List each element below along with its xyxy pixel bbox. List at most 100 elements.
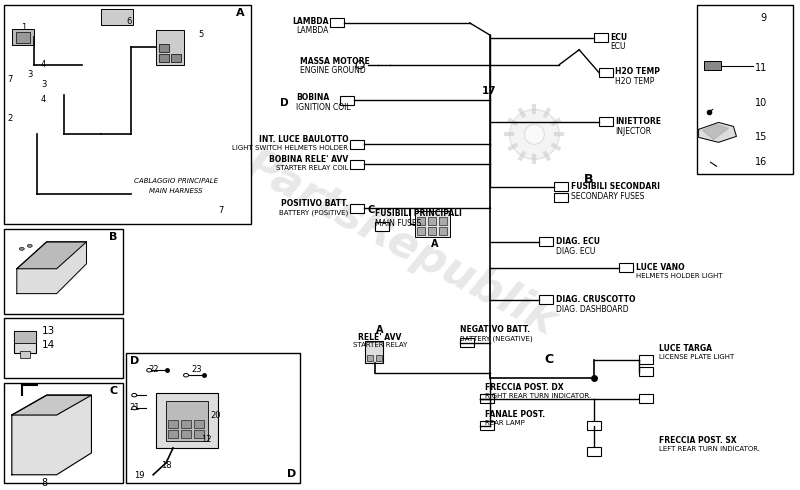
Bar: [599, 118, 613, 126]
Text: IGNITION COIL: IGNITION COIL: [297, 102, 351, 112]
Text: FUSIBILI SECONDARI: FUSIBILI SECONDARI: [571, 182, 660, 191]
Text: 3: 3: [27, 70, 33, 79]
Text: D: D: [287, 469, 297, 479]
Bar: [171, 54, 181, 62]
Bar: [194, 420, 204, 428]
Bar: [639, 355, 653, 364]
Polygon shape: [12, 395, 91, 475]
Text: LAMBDA: LAMBDA: [296, 26, 328, 35]
Text: SECONDARY FUSES: SECONDARY FUSES: [571, 192, 645, 201]
Bar: [428, 227, 436, 235]
Bar: [460, 339, 474, 347]
Bar: [4, 5, 250, 224]
Bar: [156, 30, 184, 65]
Text: CABLAGGIO PRINCIPALE: CABLAGGIO PRINCIPALE: [134, 178, 218, 184]
Bar: [4, 229, 123, 314]
Bar: [156, 393, 218, 448]
Text: INIETTORE: INIETTORE: [615, 118, 661, 126]
Text: MAIN HARNESS: MAIN HARNESS: [150, 188, 203, 194]
Text: 4: 4: [41, 95, 46, 103]
Text: H2O TEMP: H2O TEMP: [615, 67, 660, 75]
Text: ECU: ECU: [610, 33, 627, 42]
Text: STARTER RELAY: STARTER RELAY: [353, 343, 407, 348]
Text: C: C: [110, 386, 118, 396]
Text: 8: 8: [42, 478, 48, 488]
Text: FRECCIA POST. SX: FRECCIA POST. SX: [658, 436, 737, 445]
Bar: [554, 193, 568, 202]
Text: NEGATIVO BATT.: NEGATIVO BATT.: [460, 325, 530, 335]
Text: 22: 22: [148, 365, 158, 374]
Text: 18: 18: [161, 461, 171, 470]
Text: MASSA MOTORE: MASSA MOTORE: [301, 57, 370, 66]
Text: 1: 1: [21, 23, 26, 32]
Bar: [168, 430, 178, 438]
Text: ENGINE GROUND: ENGINE GROUND: [301, 66, 366, 74]
Text: BATTERY (POSITIVE): BATTERY (POSITIVE): [279, 209, 348, 216]
Text: 19: 19: [134, 471, 145, 480]
Text: C: C: [545, 353, 554, 367]
Text: 5: 5: [198, 30, 203, 39]
Text: FANALE POST.: FANALE POST.: [485, 410, 545, 419]
Ellipse shape: [132, 406, 137, 410]
Text: A: A: [431, 239, 438, 249]
Text: 23: 23: [192, 365, 202, 374]
Text: LUCE VANO: LUCE VANO: [636, 263, 685, 272]
Bar: [639, 394, 653, 403]
Text: 7: 7: [218, 206, 223, 215]
Bar: [417, 217, 425, 225]
Text: LEFT REAR TURN INDICATOR.: LEFT REAR TURN INDICATOR.: [658, 446, 760, 452]
Polygon shape: [12, 395, 91, 415]
Text: C: C: [367, 205, 374, 215]
Bar: [587, 447, 601, 456]
Text: ECU: ECU: [610, 42, 626, 51]
Text: A: A: [376, 325, 384, 336]
Text: B: B: [109, 232, 118, 242]
Bar: [439, 217, 446, 225]
Text: 3: 3: [41, 79, 46, 89]
Bar: [480, 394, 494, 403]
Bar: [330, 18, 344, 27]
Text: HELMETS HOLDER LIGHT: HELMETS HOLDER LIGHT: [636, 273, 722, 279]
Text: DIAG. ECU: DIAG. ECU: [556, 237, 600, 246]
Text: 20: 20: [210, 411, 221, 420]
Text: A: A: [236, 8, 245, 18]
Bar: [417, 227, 425, 235]
Text: 2: 2: [7, 115, 13, 123]
Text: 7: 7: [7, 74, 13, 84]
Bar: [599, 68, 613, 76]
Text: D: D: [130, 356, 139, 367]
Circle shape: [525, 124, 544, 145]
Bar: [14, 331, 36, 353]
Text: 15: 15: [755, 132, 768, 143]
Ellipse shape: [705, 147, 710, 152]
Bar: [367, 355, 373, 361]
Bar: [126, 353, 301, 483]
Bar: [594, 33, 608, 42]
Polygon shape: [698, 122, 737, 142]
Text: 17: 17: [482, 86, 497, 96]
Ellipse shape: [94, 110, 99, 115]
Bar: [350, 160, 364, 169]
Text: 14: 14: [42, 341, 55, 350]
Bar: [181, 420, 191, 428]
Bar: [16, 32, 30, 43]
Bar: [159, 54, 169, 62]
Text: LICENSE PLATE LIGHT: LICENSE PLATE LIGHT: [658, 354, 734, 360]
Bar: [587, 421, 601, 430]
Bar: [350, 140, 364, 149]
Bar: [639, 368, 653, 376]
Polygon shape: [17, 242, 86, 269]
Bar: [12, 29, 34, 45]
Text: 11: 11: [755, 63, 767, 73]
Text: PartsRepublik: PartsRepublik: [237, 144, 563, 344]
Bar: [181, 430, 191, 438]
Ellipse shape: [108, 110, 114, 115]
Ellipse shape: [123, 98, 130, 101]
Text: DIAG. ECU: DIAG. ECU: [556, 247, 596, 256]
Ellipse shape: [356, 61, 364, 69]
Bar: [4, 383, 123, 483]
Bar: [697, 5, 793, 174]
Circle shape: [510, 109, 559, 159]
Bar: [539, 237, 554, 246]
Text: D: D: [280, 98, 289, 107]
